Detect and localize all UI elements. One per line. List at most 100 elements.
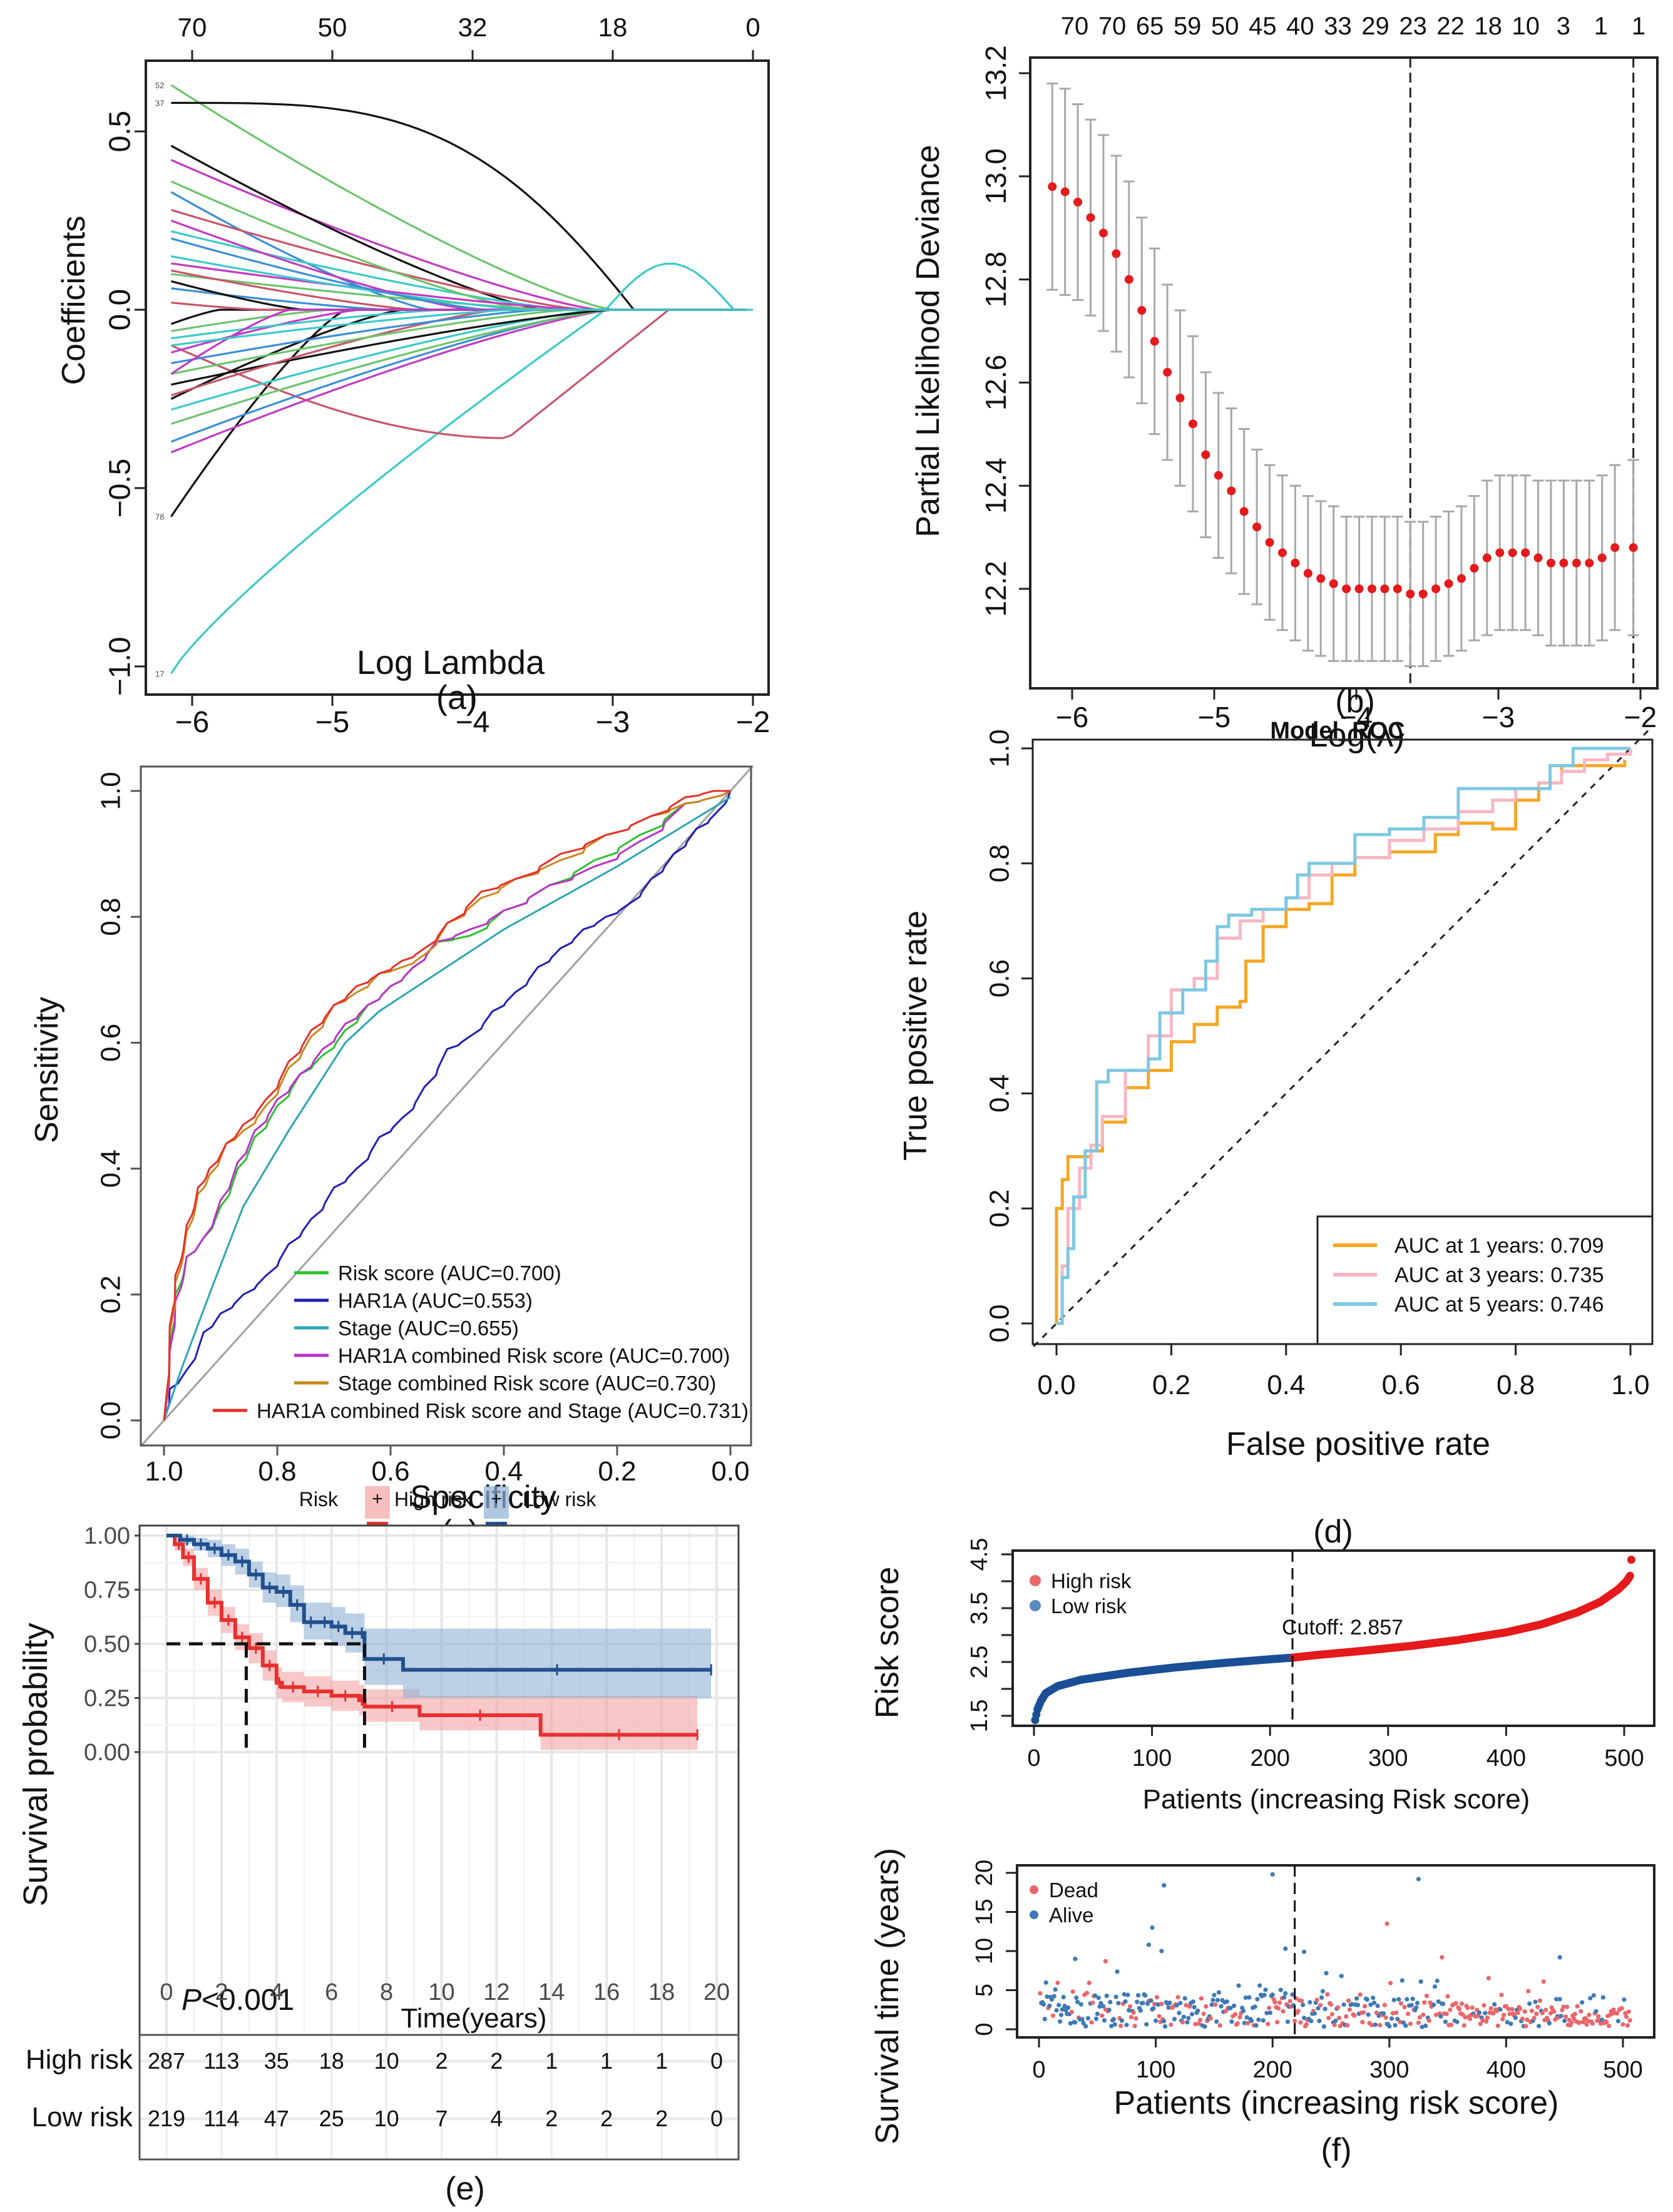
legend-band-swatch <box>365 1486 390 1519</box>
deviance-point <box>1124 275 1133 284</box>
dead-point <box>1453 2000 1458 2006</box>
alive-point <box>1127 2007 1132 2013</box>
alive-point <box>1154 2018 1159 2024</box>
dead-point <box>1089 2020 1094 2025</box>
dead-point <box>1246 2021 1251 2026</box>
legend-label: HAR1A combined Risk score (AUC=0.700) <box>338 1344 730 1367</box>
deviance-point <box>1303 569 1312 578</box>
alive-point <box>1301 2002 1306 2007</box>
dead-point <box>1199 1996 1204 2001</box>
outlier-point <box>1150 1925 1155 1930</box>
risk-table-cell: 25 <box>319 2106 344 2131</box>
deviance-point <box>1418 589 1428 599</box>
top-axis-labels: 70 70 65 59 50 45 40 33 29 23 22 18 10 3 1 1 <box>1061 13 1645 40</box>
dead-point <box>1237 2015 1242 2020</box>
dead-point <box>1217 2023 1222 2028</box>
alive-point <box>1476 2010 1482 2016</box>
alive-point <box>1396 1997 1401 2002</box>
risk-table-cell: 7 <box>435 2106 448 2131</box>
plot-frame <box>1029 56 1659 690</box>
dead-point <box>1127 2004 1133 2009</box>
coefficient-path-path-m29 <box>170 308 746 375</box>
top-axis-label: 18 <box>1474 13 1502 40</box>
dead-point <box>1500 2017 1505 2022</box>
alive-point <box>1047 2003 1052 2009</box>
alive-point <box>1252 2004 1257 2009</box>
top-tick-label: 32 <box>458 13 488 42</box>
risk-table-cell: 4 <box>490 2106 503 2131</box>
dead-point <box>1607 2023 1612 2029</box>
panel-label-f: (f) <box>1321 2132 1351 2168</box>
dead-point <box>1275 2019 1280 2025</box>
deviance-point <box>1495 548 1505 558</box>
y-tick-label: 1.0 <box>96 772 126 810</box>
dead-point <box>1478 2021 1483 2026</box>
alive-point <box>1186 2016 1191 2021</box>
alive-point <box>1414 2005 1419 2010</box>
alive-point <box>1236 1983 1241 1988</box>
diagonal-reference-line <box>1033 725 1654 1347</box>
dead-point <box>1510 2007 1515 2012</box>
x-tick-label: 0.2 <box>598 1456 636 1487</box>
top-axis-label: 65 <box>1136 13 1164 40</box>
alive-point <box>1210 1997 1215 2002</box>
alive-point <box>1438 2014 1443 2019</box>
y-axis-label: Partial Likelihood Deviance <box>910 145 946 537</box>
dead-point <box>1465 2006 1470 2011</box>
panel-label-d: (d) <box>1313 1514 1353 1550</box>
alive-point <box>1049 1997 1055 2002</box>
dead-point <box>1449 2022 1454 2027</box>
alive-point <box>1242 2021 1247 2026</box>
outlier-point <box>1283 1946 1288 1951</box>
alive-point <box>1492 2002 1497 2007</box>
x-tick-label: 0 <box>1032 2057 1045 2083</box>
panel-b-cv-deviance: −6 −5 −4 −3 −2 12.2 12.4 12.6 12.8 13.0 13.2 70 70… <box>910 13 1659 754</box>
path-end-label: 17 <box>155 669 164 678</box>
x-tick-label: 500 <box>1603 2057 1642 2083</box>
y-tick-label: 0.8 <box>96 898 126 936</box>
x-tick-label: 300 <box>1369 2057 1409 2083</box>
deviance-point <box>1610 543 1620 553</box>
deviance-points <box>1046 82 1639 668</box>
legend-label: High risk <box>394 1488 473 1511</box>
dead-point <box>1346 1998 1351 2003</box>
dead-point <box>1133 2016 1138 2021</box>
dead-point <box>1336 2016 1342 2021</box>
legend-band-swatch <box>484 1486 509 1519</box>
deviance-point <box>1060 187 1070 196</box>
alive-point <box>1108 1999 1113 2005</box>
y-tick-label: 0.0 <box>96 1401 126 1439</box>
deviance-point <box>1508 548 1517 558</box>
alive-point <box>1264 2011 1269 2016</box>
alive-point <box>1557 1997 1562 2002</box>
alive-point <box>1136 1993 1141 1998</box>
alive-point <box>1435 1978 1440 1984</box>
dead-point <box>1336 2005 1341 2010</box>
dead-point <box>1577 2020 1582 2025</box>
x-tick-label: 12 <box>483 1979 509 2006</box>
panel-e-kaplan-meier: Risk + High risk + Low risk P<0.001 0 2 4 6 8 10 1… <box>17 1486 740 2207</box>
alive-point <box>1112 2022 1117 2027</box>
x-tick-label: 1.0 <box>1611 1370 1649 1400</box>
dead-point <box>1535 2004 1540 2010</box>
legend-label: High risk <box>1051 1569 1132 1593</box>
alive-point <box>1558 2014 1563 2019</box>
dead-point <box>1561 2004 1566 2009</box>
x-tick-label: 4 <box>270 1979 283 2006</box>
legend-box <box>1316 1215 1654 1345</box>
dead-point <box>1055 1980 1060 1985</box>
alive-point <box>1537 2024 1542 2029</box>
outlier-point <box>1146 1942 1152 1947</box>
alive-point <box>1580 2000 1585 2005</box>
alive-point <box>1364 1997 1369 2002</box>
coefficient-path-path-m5 <box>171 230 746 311</box>
dead-point <box>1484 2019 1489 2024</box>
alive-point <box>1054 2007 1059 2013</box>
coefficient-path-path-m28 <box>171 308 746 332</box>
survival-plot-frame <box>1016 1864 1655 2039</box>
alive-point <box>1085 2016 1090 2021</box>
top-axis-label: 23 <box>1399 13 1427 40</box>
x-axis-ticks: −6 −5 −4 −3 −2 <box>1056 688 1657 733</box>
alive-point <box>1355 2002 1361 2007</box>
x-axis-ticks: 0.0 0.2 0.4 0.6 0.8 1.0 <box>1037 1344 1650 1400</box>
